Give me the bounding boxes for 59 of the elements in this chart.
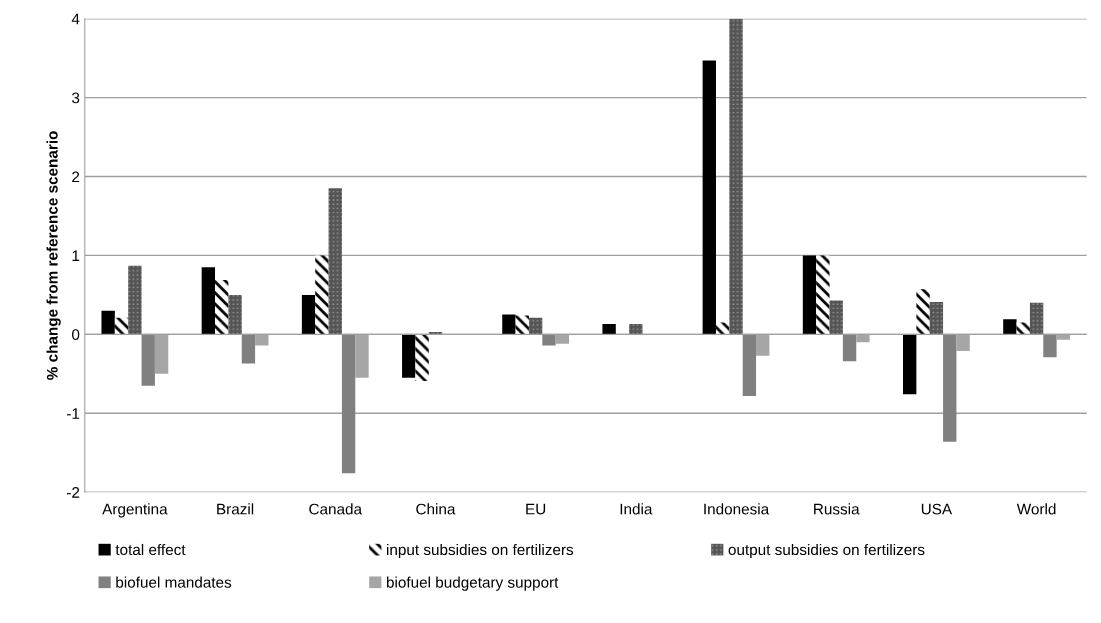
y-tick-label: 0 (72, 329, 80, 341)
bar (542, 334, 556, 346)
bar (528, 317, 543, 335)
x-tick-label: Brazil (217, 503, 254, 515)
bar (241, 334, 256, 364)
y-tick-label: 3 (72, 92, 80, 104)
x-tick-label: India (620, 503, 653, 515)
bar (301, 294, 316, 335)
legend-label: total effect (115, 543, 186, 556)
bar (402, 334, 416, 378)
bar (903, 334, 917, 395)
legend-label: biofuel budgetary support (386, 576, 559, 591)
bar (829, 300, 843, 335)
bar (114, 317, 129, 335)
x-tick-label: World (1016, 503, 1056, 515)
y-tick-label: 4 (71, 13, 80, 25)
bar (1043, 334, 1057, 358)
bar (1016, 322, 1030, 335)
bar (328, 188, 342, 335)
bar (341, 334, 356, 474)
bar (215, 279, 229, 335)
bar (515, 315, 529, 335)
bar (201, 267, 216, 335)
bar (729, 18, 743, 335)
bar (315, 255, 329, 335)
bar (816, 255, 830, 335)
legend-label: input subsidies on fertilizers (387, 543, 574, 559)
bar (802, 255, 817, 335)
y-tick-label: -1 (67, 408, 80, 419)
bar (1029, 302, 1044, 335)
bar (101, 310, 115, 335)
x-tick-label: Argentina (102, 503, 168, 518)
bar (742, 334, 757, 396)
bar (415, 334, 429, 381)
bar (943, 334, 957, 442)
bar (715, 322, 730, 335)
x-tick-label: Indonesia (704, 503, 770, 515)
bar (502, 314, 516, 335)
x-tick-label: EU (526, 503, 546, 515)
bar (128, 265, 142, 335)
y-tick-label: -2 (67, 487, 80, 498)
bar (702, 60, 716, 335)
bar (602, 324, 616, 335)
bar (916, 289, 930, 335)
bar (629, 324, 643, 335)
x-tick-label: USA (921, 503, 953, 515)
legend-label: output subsidies on fertilizers (728, 543, 925, 559)
y-tick-label: 2 (72, 171, 80, 183)
x-tick-label: China (416, 503, 456, 515)
y-tick-label: 1 (72, 250, 80, 261)
bar (929, 301, 944, 335)
bar (228, 294, 242, 335)
y-axis-title: % change from reference scenario (46, 131, 61, 380)
bar (842, 334, 857, 362)
x-tick-label: Canada (309, 503, 363, 515)
bar (141, 334, 155, 386)
x-tick-label: Russia (814, 503, 860, 515)
bar (1003, 319, 1017, 335)
legend-label: biofuel mandates (116, 576, 232, 588)
